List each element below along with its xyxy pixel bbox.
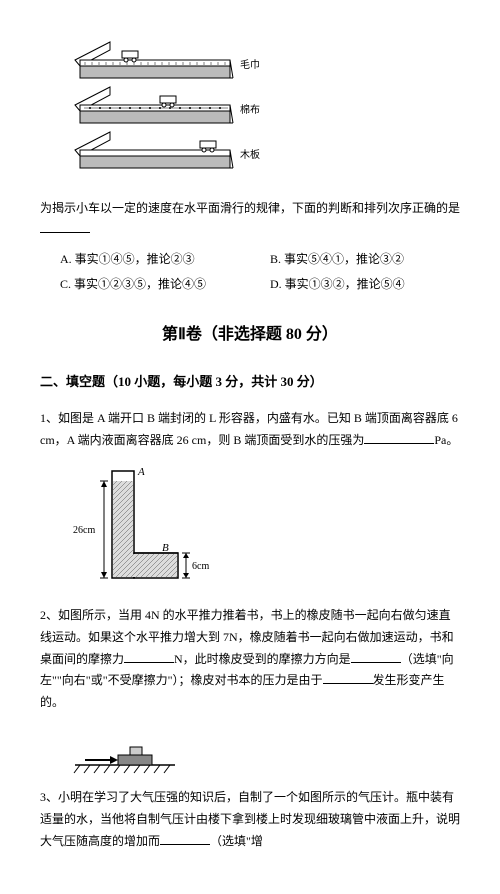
option-d: D. 事实①③②，推论⑤④ [270,274,460,296]
ramp-label-1: 毛巾 [240,58,260,71]
option-c: C. 事实①②③⑤，推论④⑤ [60,274,250,296]
question-1: 1、如图是 A 端开口 B 端封闭的 L 形容器，内盛有水。已知 B 端顶面离容… [40,408,460,451]
ramp-label-3: 木板 [240,148,260,161]
l-container-figure: A B 26cm 6cm [70,463,460,593]
question-3: 3、小明在学习了大气压强的知识后，自制了一个如图所示的气压计。瓶中装有适量的水，… [40,787,460,852]
svg-text:B: B [162,542,169,554]
ramp-label-2: 棉布 [240,103,260,116]
section-title: 第Ⅱ卷（非选择题 80 分） [40,321,460,350]
svg-text:A: A [137,466,145,478]
svg-text:26cm: 26cm [73,525,95,536]
lead-text: 为揭示小车以一定的速度在水平面滑行的规律，下面的判断和排列次序正确的是 [40,198,460,241]
options-grid: A. 事实①④⑤，推论②③ B. 事实⑤④①，推论③② C. 事实①②③⑤，推论… [60,249,460,296]
question-2: 2、如图所示，当用 4N 的水平推力推着书，书上的橡皮随书一起向右做匀速直线运动… [40,605,460,713]
option-b: B. 事实⑤④①，推论③② [270,249,460,271]
three-ramps-diagram: 毛巾 棉布 木板 [70,40,460,183]
svg-text:6cm: 6cm [192,561,209,572]
sub-title: 二、填空题（10 小题，每小题 3 分，共计 30 分） [40,370,460,393]
push-book-figure [70,725,460,775]
option-a: A. 事实①④⑤，推论②③ [60,249,250,271]
